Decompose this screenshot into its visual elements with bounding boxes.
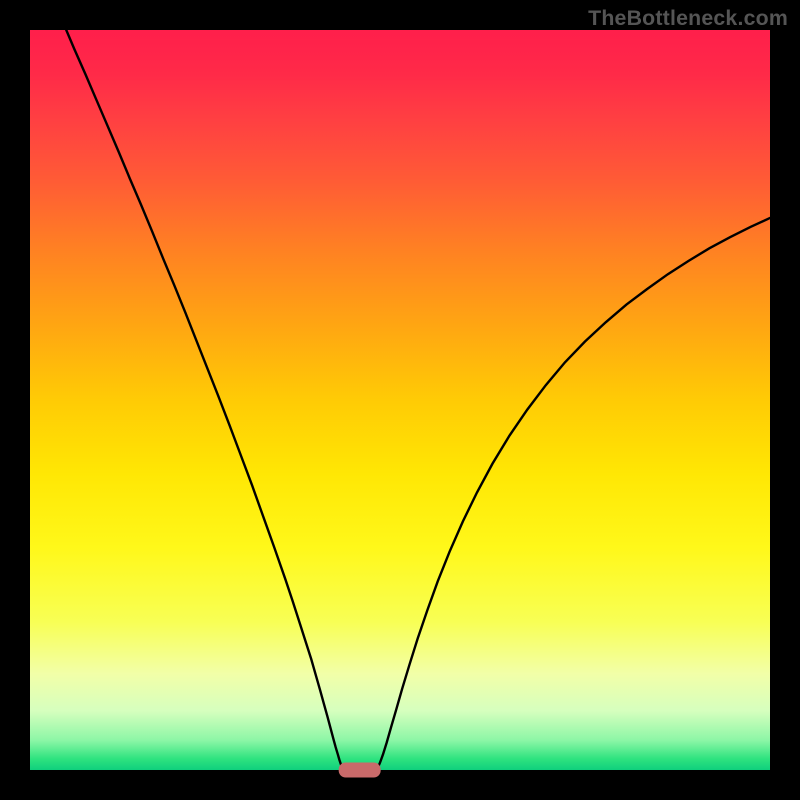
chart-gradient-background [30, 30, 770, 770]
cusp-marker [339, 763, 381, 778]
chart-svg [0, 0, 800, 800]
watermark-text: TheBottleneck.com [588, 6, 788, 31]
bottleneck-chart: TheBottleneck.com [0, 0, 800, 800]
